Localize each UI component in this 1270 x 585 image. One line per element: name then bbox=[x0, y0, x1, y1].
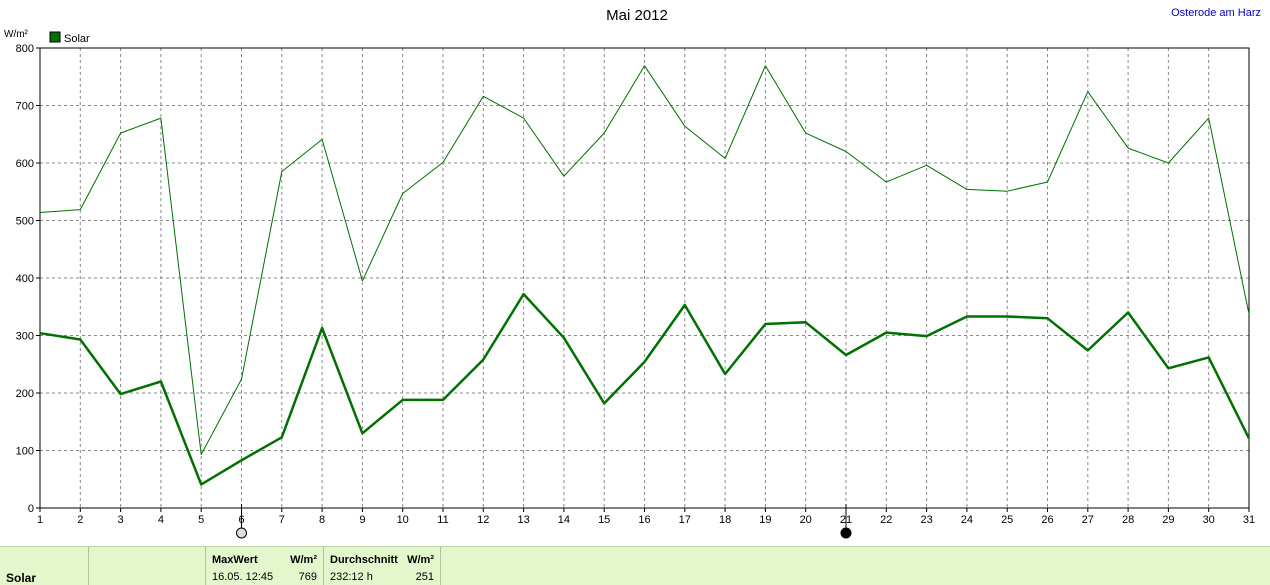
x-tick-label: 27 bbox=[1082, 514, 1094, 526]
x-tick-label: 3 bbox=[118, 514, 124, 526]
max-datetime: 16.05. 12:45 bbox=[212, 571, 274, 583]
x-tick-label: 24 bbox=[961, 514, 973, 526]
stats-series-label: Solar bbox=[6, 571, 37, 585]
x-tick-label: 1 bbox=[37, 514, 43, 526]
x-tick-label: 22 bbox=[880, 514, 892, 526]
avg-duration: 232:12 h bbox=[330, 571, 373, 583]
x-tick-label: 11 bbox=[437, 514, 448, 526]
x-tick-label: 20 bbox=[800, 514, 812, 526]
x-tick-label: 23 bbox=[920, 514, 932, 526]
y-tick-label: 0 bbox=[28, 503, 34, 515]
y-tick-label: 400 bbox=[16, 273, 34, 285]
x-tick-label: 16 bbox=[638, 514, 650, 526]
y-tick-label: 500 bbox=[16, 216, 34, 228]
x-tick-label: 26 bbox=[1041, 514, 1053, 526]
max-value: 769 bbox=[298, 571, 317, 583]
y-tick-label: 600 bbox=[16, 158, 34, 170]
x-tick-label: 17 bbox=[679, 514, 691, 526]
stats-empty-cell bbox=[89, 547, 206, 585]
legend-swatch-solar bbox=[49, 31, 61, 43]
max-header: MaxWert bbox=[212, 554, 258, 566]
legend-label-solar: Solar bbox=[64, 33, 90, 45]
x-tick-label: 7 bbox=[279, 514, 285, 526]
x-tick-label: 28 bbox=[1122, 514, 1134, 526]
x-tick-label: 19 bbox=[759, 514, 771, 526]
location-label: Osterode am Harz bbox=[1171, 7, 1261, 19]
max-unit: W/m² bbox=[290, 554, 317, 566]
moon-markers bbox=[236, 504, 852, 539]
x-tick-label: 8 bbox=[319, 514, 325, 526]
chart: Mai 2012 Osterode am Harz W/m² Solar 010… bbox=[4, 7, 1261, 539]
x-tick-label: 29 bbox=[1162, 514, 1174, 526]
series-line-solar bbox=[39, 292, 1251, 486]
series-line-solar-max bbox=[39, 65, 1250, 455]
avg-value: 251 bbox=[415, 571, 434, 583]
x-tick-label: 15 bbox=[598, 514, 610, 526]
grid bbox=[40, 48, 1249, 508]
x-axis: 1234567891011121314151617181920212223242… bbox=[37, 508, 1255, 526]
new-moon-icon bbox=[840, 527, 852, 539]
full-moon-icon bbox=[236, 527, 247, 539]
stats-max-cell: MaxWert W/m² 16.05. 12:45 769 bbox=[206, 547, 324, 585]
y-tick-label: 800 bbox=[16, 43, 34, 55]
series-layer bbox=[39, 65, 1251, 486]
x-tick-label: 5 bbox=[198, 514, 204, 526]
x-tick-label: 13 bbox=[517, 514, 529, 526]
x-tick-label: 18 bbox=[719, 514, 731, 526]
y-tick-label: 300 bbox=[16, 331, 34, 343]
avg-unit: W/m² bbox=[407, 554, 434, 566]
x-tick-label: 30 bbox=[1203, 514, 1215, 526]
y-tick-label: 200 bbox=[16, 388, 34, 400]
chart-title: Mai 2012 bbox=[606, 7, 668, 24]
x-tick-label: 14 bbox=[558, 514, 570, 526]
stats-bar: Solar MaxWert W/m² 16.05. 12:45 769 Durc… bbox=[0, 546, 1270, 585]
x-tick-label: 25 bbox=[1001, 514, 1013, 526]
stats-label-cell: Solar bbox=[0, 547, 89, 585]
x-tick-label: 2 bbox=[77, 514, 83, 526]
x-tick-label: 31 bbox=[1243, 514, 1255, 526]
x-tick-label: 9 bbox=[359, 514, 365, 526]
stats-avg-cell: Durchschnitt W/m² 232:12 h 251 bbox=[324, 547, 441, 585]
legend: Solar bbox=[49, 31, 90, 45]
y-tick-label: 700 bbox=[16, 101, 34, 113]
avg-header: Durchschnitt bbox=[330, 554, 398, 566]
y-axis: 0 100 200 300 400 500 600 700 800 bbox=[16, 43, 40, 515]
y-axis-unit: W/m² bbox=[4, 29, 29, 40]
x-tick-label: 12 bbox=[477, 514, 489, 526]
y-tick-label: 100 bbox=[16, 446, 34, 458]
x-tick-label: 10 bbox=[397, 514, 409, 526]
x-tick-label: 4 bbox=[158, 514, 164, 526]
